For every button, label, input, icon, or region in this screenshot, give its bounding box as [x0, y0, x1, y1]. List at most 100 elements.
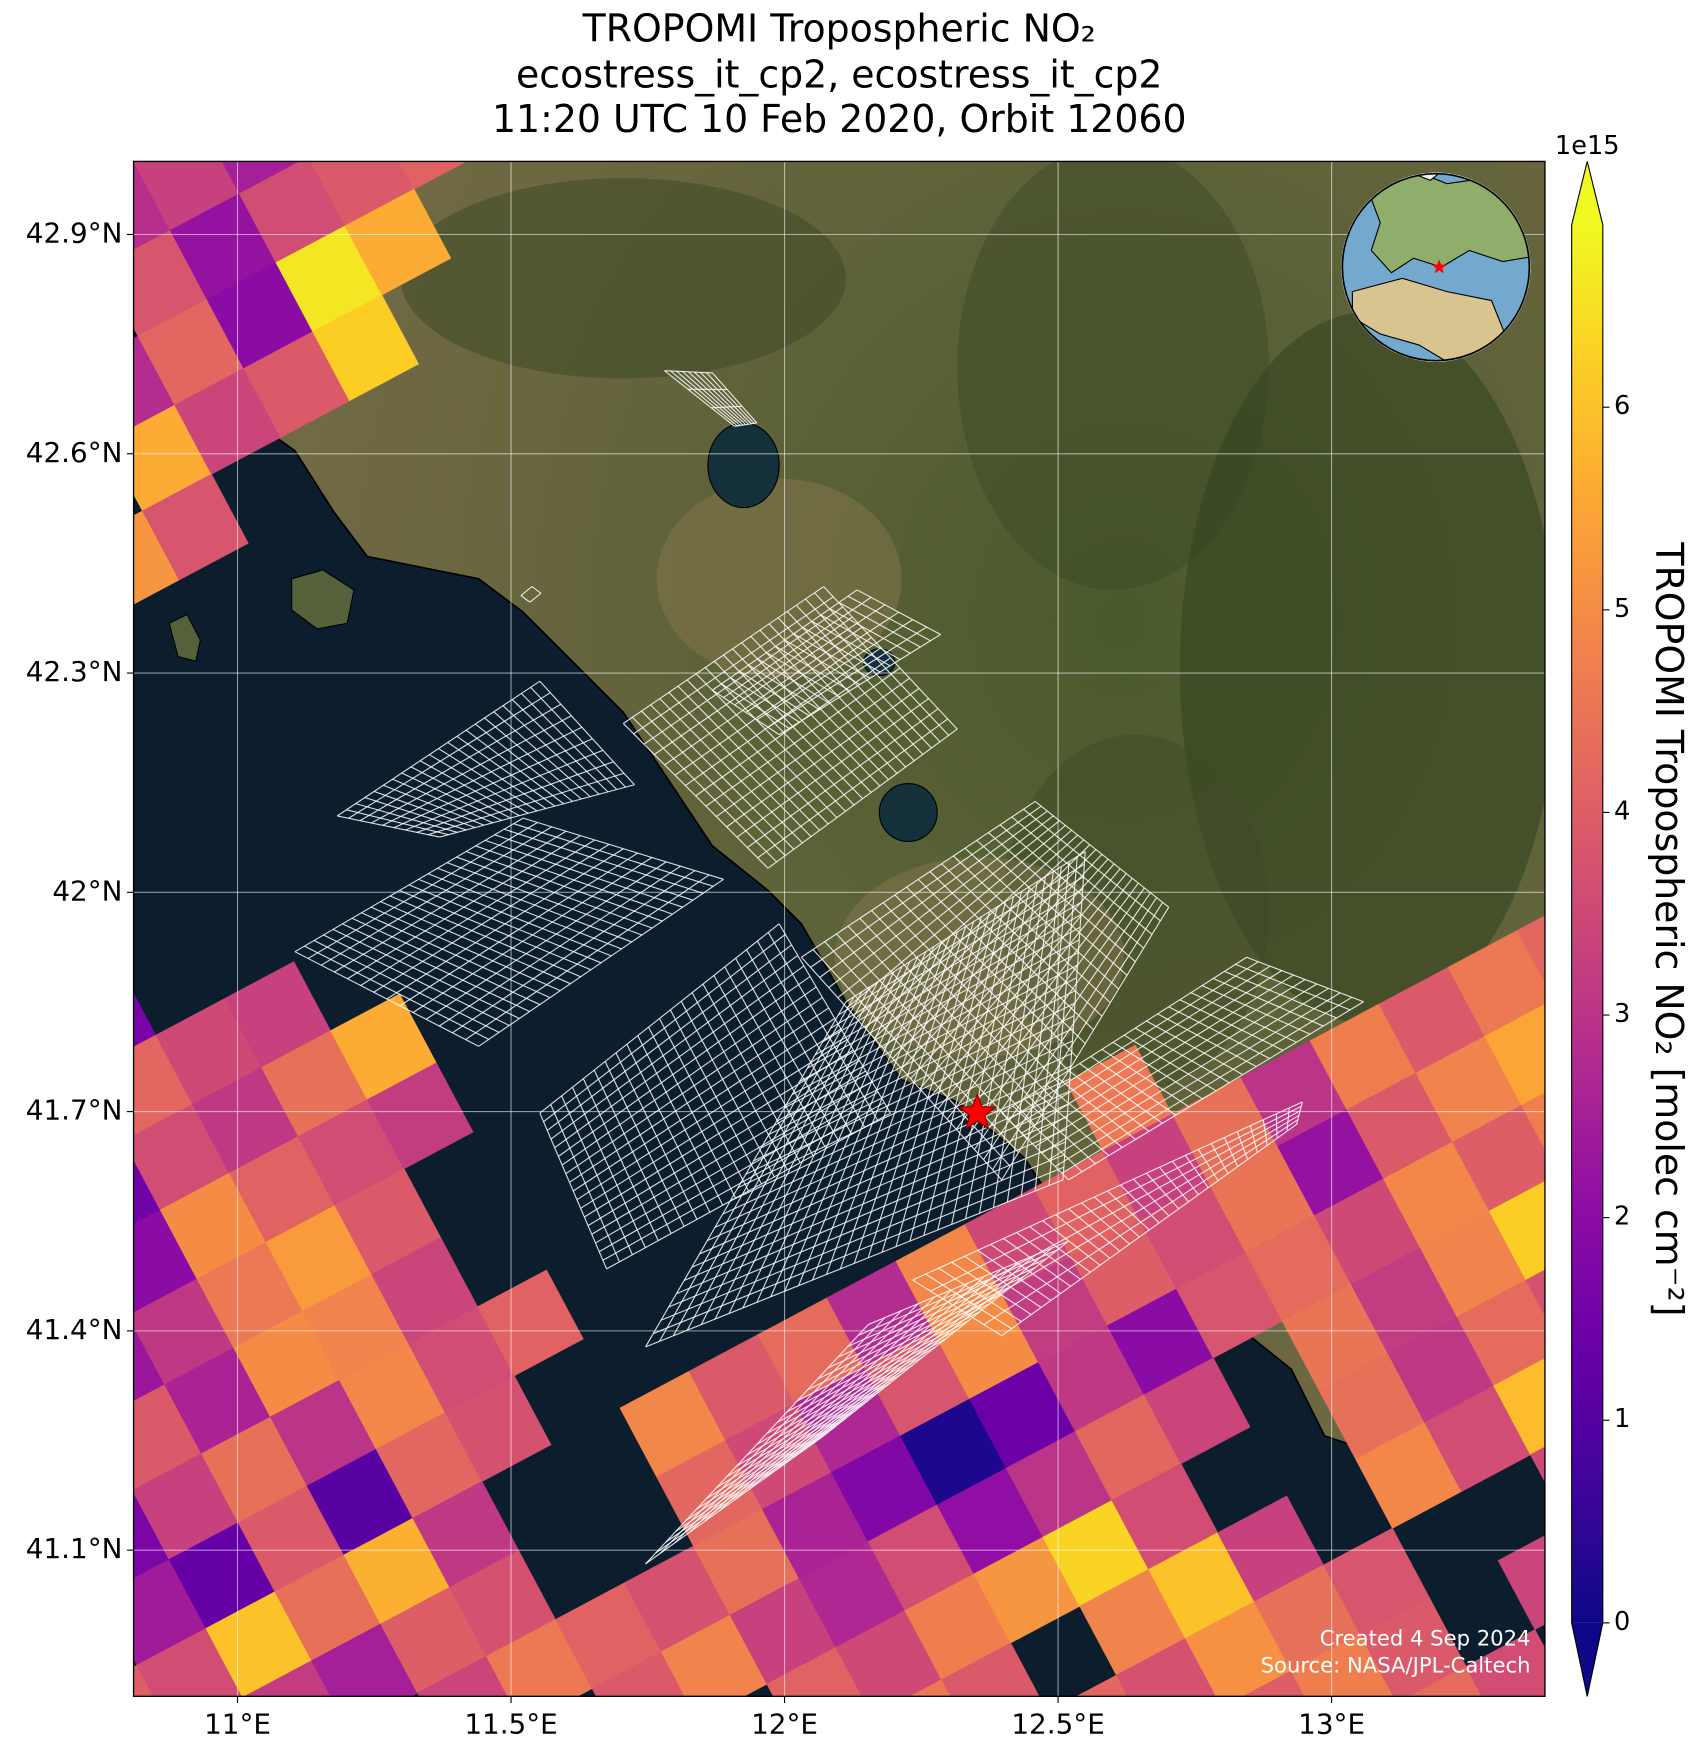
footprint-grid [685, 647, 882, 786]
x-tick-label: 13°E [1298, 1707, 1365, 1740]
footprint-grid [749, 1275, 986, 1490]
footprint-grid [1016, 1232, 1081, 1280]
footprint-grid [336, 680, 541, 817]
footprint-grid [382, 726, 583, 826]
footprint-grid [511, 699, 609, 793]
footprint-grid [881, 916, 983, 1253]
footprint-grid [294, 817, 524, 953]
footprint-grid [348, 692, 551, 819]
colorbar-tick-label: 0 [1614, 1607, 1630, 1637]
y-tick-label: 41.7°N [26, 1094, 123, 1127]
no2-pixel [312, 294, 419, 402]
footprint-grid [825, 936, 951, 1275]
footprint-grid [539, 680, 635, 786]
footprint-grid [602, 1102, 885, 1261]
footprint-grid [558, 975, 811, 1157]
no2-pixel [1525, 1269, 1545, 1317]
y-tick-label: 42.3°N [26, 655, 123, 688]
footprint-grid [901, 853, 1103, 1069]
footprint-grid [682, 371, 744, 426]
footprint-grid [1286, 1107, 1290, 1132]
footprint-grid [734, 422, 757, 427]
no2-pixel [244, 1660, 331, 1697]
footprint-grid [965, 1114, 1300, 1314]
footprint-grid [1034, 861, 1070, 1192]
footprint-grid [664, 370, 735, 427]
footprint-grid [1021, 970, 1282, 1134]
no2-pixel [766, 1646, 863, 1697]
footprint-grid [465, 729, 564, 805]
chart-subtitle: 11:20 UTC 10 Feb 2020, Orbit 12060 [492, 97, 1187, 141]
footprint-grid [756, 619, 914, 721]
footprint-grid [694, 371, 749, 425]
footprint-grid [964, 1255, 1042, 1308]
no2-pixel [909, 1679, 951, 1697]
no2-pixel [941, 1642, 1040, 1697]
no2-pixel [1493, 1358, 1545, 1456]
footprint-grid [882, 844, 1091, 1049]
footprint-grid [428, 772, 625, 836]
footprint-grid [978, 881, 1038, 1214]
footprint-grid [770, 956, 919, 1297]
footprint-grid [948, 1110, 1301, 1303]
footprint-grid [664, 370, 713, 374]
y-tick-label: 42°N [52, 874, 122, 907]
footprint-grid [520, 595, 531, 603]
footprint-grid [938, 1267, 1022, 1323]
footprint-grid [745, 611, 900, 713]
footprint-grid [320, 826, 553, 966]
footprint-grid [742, 966, 903, 1309]
chart-title: TROPOMI Tropospheric NO₂ [582, 7, 1096, 51]
y-tick-label: 42.6°N [26, 436, 123, 469]
footprint-grid [438, 748, 538, 812]
footprint-grid [704, 1296, 936, 1522]
x-tick-label: 12°E [751, 1707, 818, 1740]
footprint-grid [763, 1268, 1003, 1479]
footprint-grid [723, 596, 872, 698]
globe-outline [1341, 172, 1531, 362]
footprint-grid [484, 717, 582, 800]
footprint-grid [416, 761, 614, 833]
footprint-grid [399, 852, 638, 1007]
footprint-grid [892, 849, 1097, 1059]
footprint-grid [1159, 1166, 1190, 1203]
map-frame [132, 160, 1546, 1698]
no2-pixel [416, 1655, 509, 1697]
footprint-grid [359, 703, 562, 822]
no2-pixel [1143, 1357, 1251, 1465]
colorbar-tick-label: 2 [1614, 1202, 1630, 1232]
footprint-grid [819, 810, 1048, 978]
footprint-grid [700, 981, 879, 1325]
no2-pixel [1452, 1104, 1545, 1212]
footprint-grid [550, 954, 799, 1140]
footprint-grid [569, 1007, 829, 1183]
footprint-grid [543, 933, 786, 1123]
footprint-grid [360, 839, 595, 986]
colorbar-extend-min [1571, 1622, 1603, 1697]
footprint-grid [992, 902, 1164, 1171]
footprint-grid [951, 891, 1022, 1225]
footprint-grid [930, 1105, 1302, 1292]
no2-pixel [1530, 1446, 1545, 1483]
footprint-grid [493, 711, 591, 798]
footprint-grid [747, 708, 939, 848]
footprint-grid [337, 815, 440, 838]
footprint-grid [539, 923, 780, 1114]
no2-pixel [1408, 1665, 1483, 1697]
no2-pixel [366, 1062, 474, 1170]
footprint-grid [554, 965, 805, 1149]
footprint-grid [346, 809, 449, 836]
terrain [656, 478, 902, 679]
footprint-grid [412, 857, 653, 1013]
footprint-grid [565, 996, 823, 1175]
map-area [133, 161, 1545, 1697]
colorbar-tick-label: 3 [1614, 999, 1630, 1029]
footprint-grid [674, 1310, 902, 1543]
footprint-grid [1062, 851, 1086, 1180]
footprint-grid [1042, 1220, 1101, 1266]
footprint-grid [714, 976, 887, 1320]
footprint-grid [1014, 965, 1271, 1127]
footprint-grid [1107, 1190, 1150, 1231]
footprint-grid [793, 1254, 1036, 1458]
